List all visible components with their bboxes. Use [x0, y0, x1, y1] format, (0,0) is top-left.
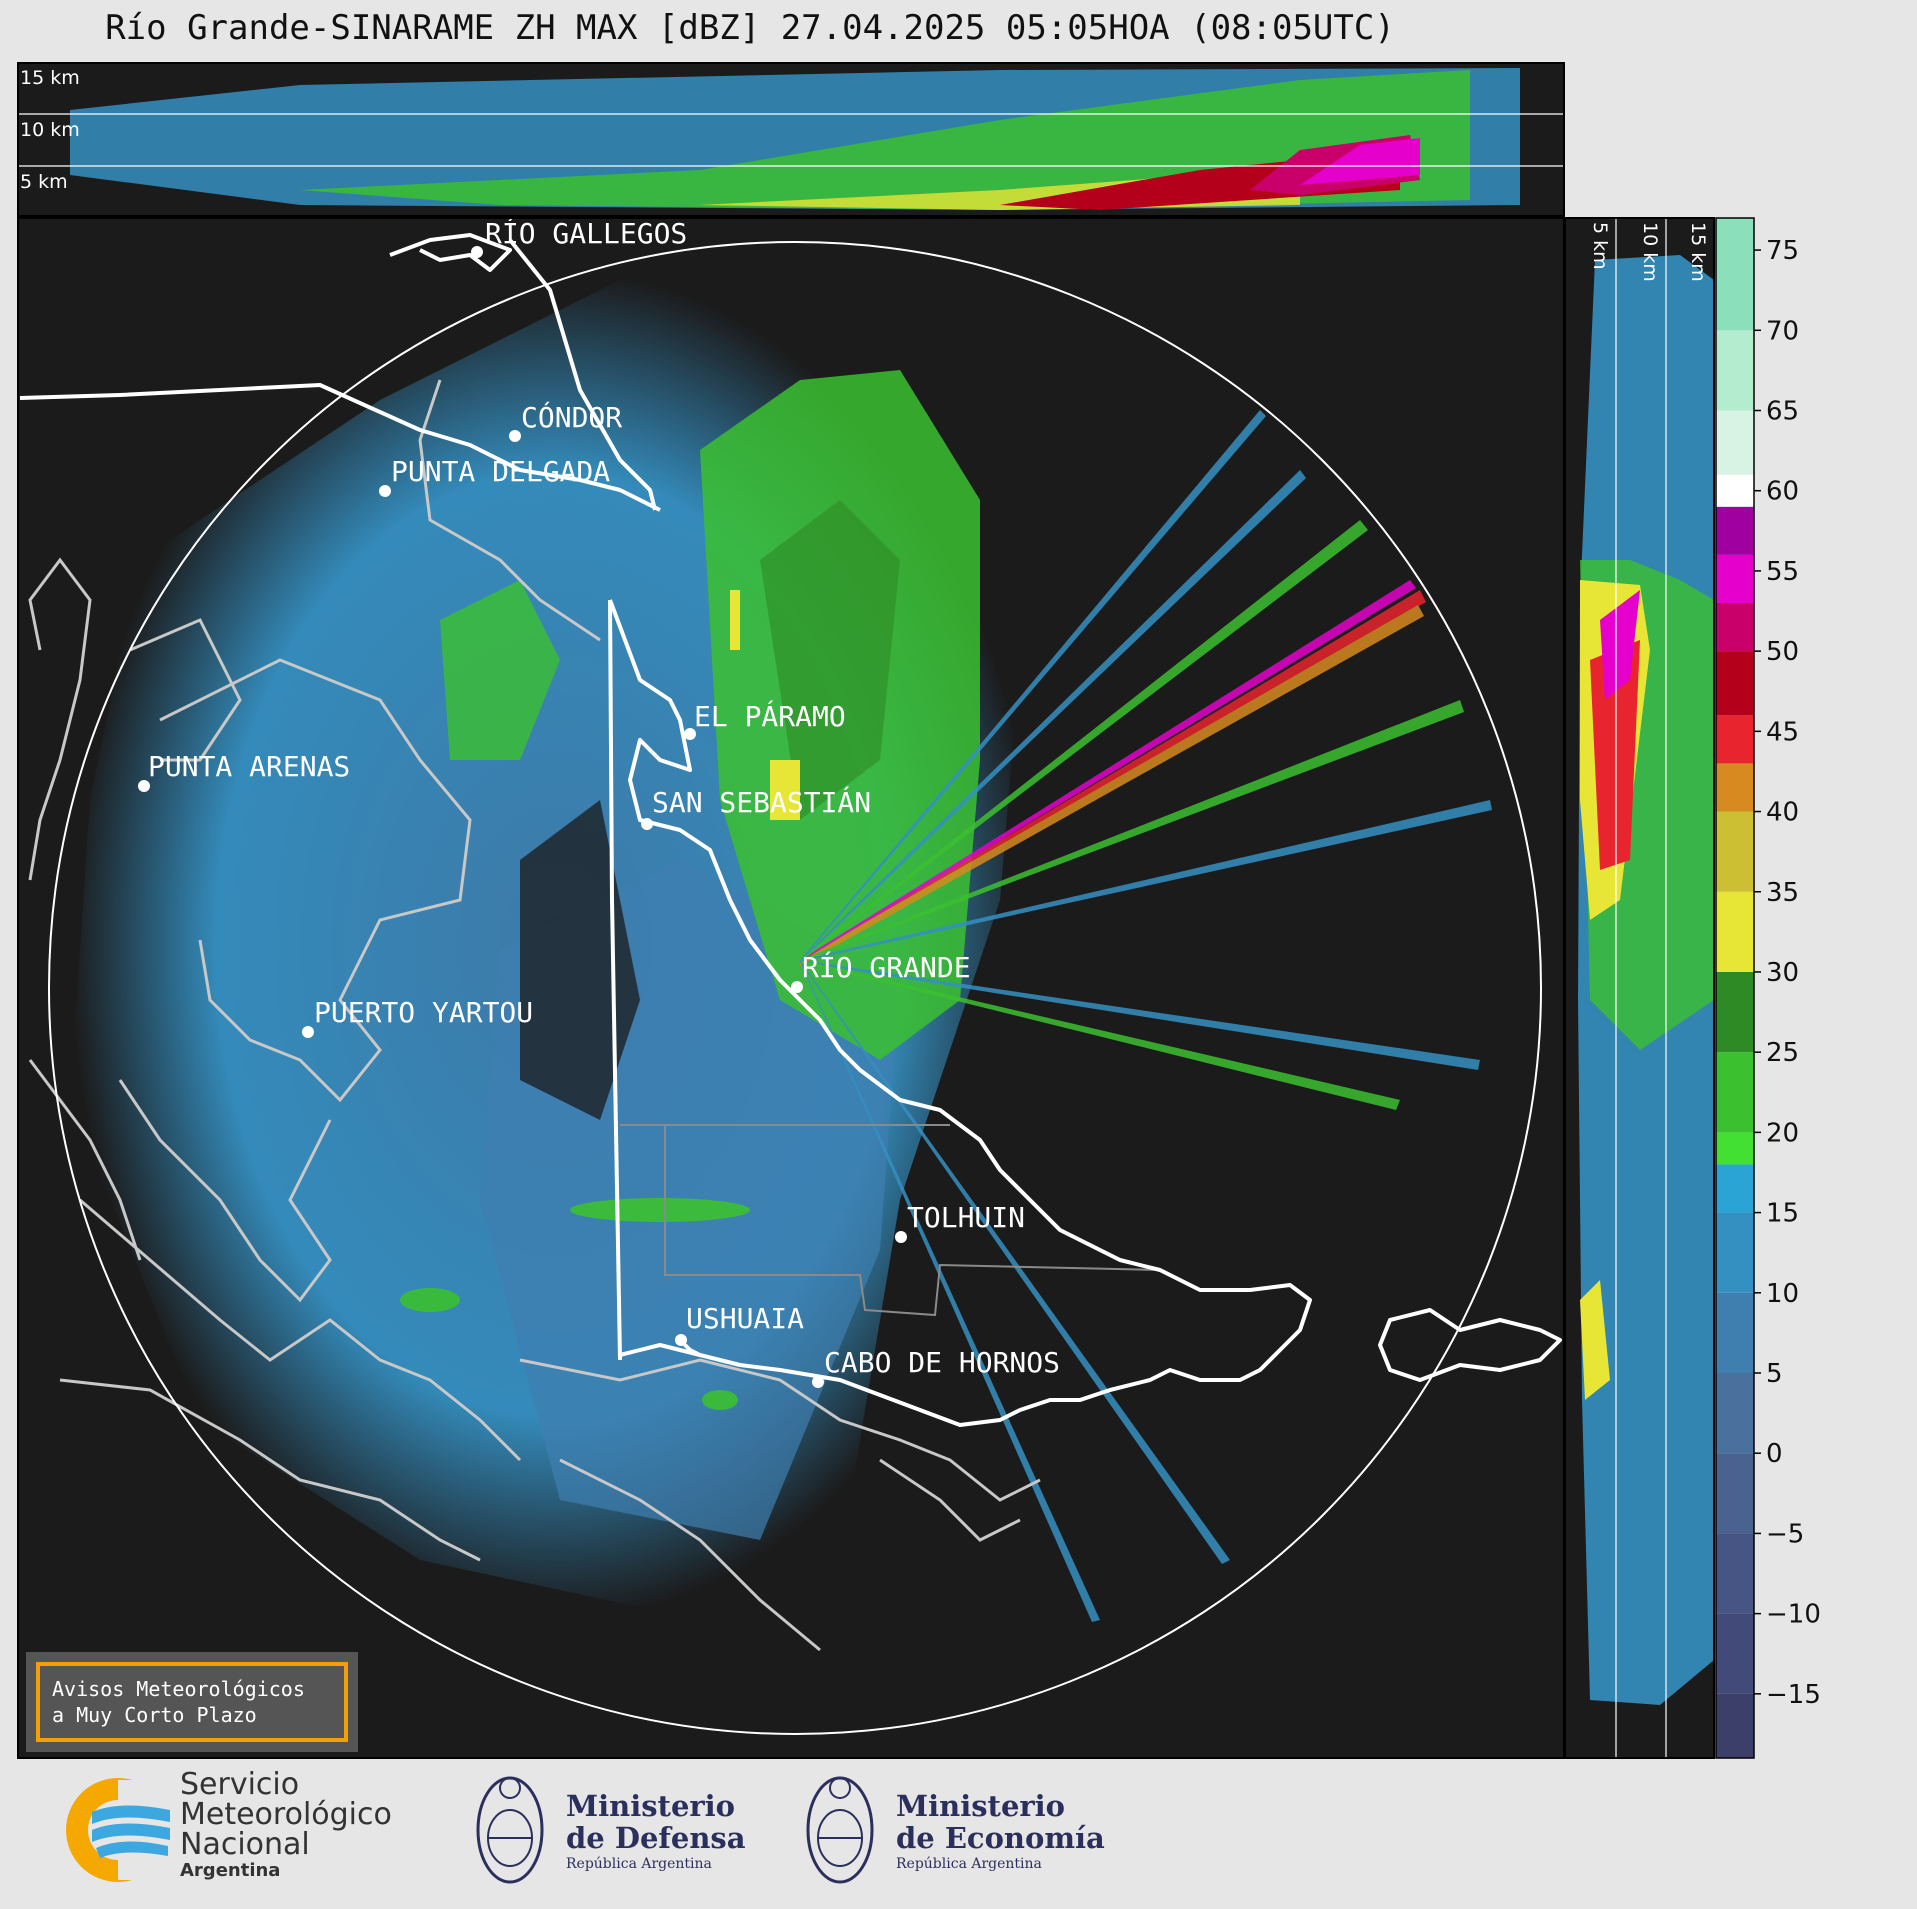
colorbar-band — [1716, 330, 1754, 411]
colorbar — [1715, 217, 1755, 1759]
colorbar-tick-label: 20 — [1766, 1118, 1799, 1148]
city-rio-gallegos: RÍO GALLEGOS — [471, 216, 687, 258]
colorbar-band — [1716, 603, 1754, 652]
colorbar-band — [1716, 1132, 1754, 1165]
colorbar-band — [1716, 1164, 1754, 1213]
warning-line-1: Avisos Meteorológicos — [52, 1677, 305, 1701]
city-rio-grande: RÍO GRANDE — [791, 950, 971, 993]
warning-box: Avisos Meteorológicos a Muy Corto Plazo — [26, 1652, 358, 1752]
warning-line-2: a Muy Corto Plazo — [52, 1703, 257, 1727]
colorbar-band — [1716, 410, 1754, 475]
side-cross-section: 5 km 10 km 15 km — [1564, 217, 1715, 1759]
top-label-15km: 15 km — [20, 67, 80, 89]
colorbar-tick-label: 55 — [1766, 557, 1799, 587]
smn-line-1: Servicio — [180, 1767, 300, 1802]
colorbar-tick-label: −10 — [1766, 1600, 1821, 1630]
top-label-10km: 10 km — [20, 119, 80, 141]
colorbar-tick-label: 60 — [1766, 477, 1799, 507]
svg-text:PUNTA ARENAS: PUNTA ARENAS — [148, 750, 350, 783]
city-punta-arenas: PUNTA ARENAS — [138, 750, 350, 792]
defensa-line-3: República Argentina — [566, 1856, 712, 1872]
city-punta-delgada: PUNTA DELGADA — [379, 455, 610, 497]
colorbar-band — [1716, 763, 1754, 812]
colorbar-band — [1716, 1453, 1754, 1534]
page-title: Río Grande-SINARAME ZH MAX [dBZ] 27.04.2… — [105, 8, 1395, 48]
colorbar-tick-label: 50 — [1766, 637, 1799, 667]
colorbar-band — [1716, 1533, 1754, 1614]
side-label-5km: 5 km — [1589, 222, 1611, 270]
colorbar-tick-label: 35 — [1766, 878, 1799, 908]
smn-line-4: Argentina — [180, 1860, 281, 1881]
colorbar-tick-label: −5 — [1766, 1519, 1804, 1549]
svg-text:EL PÁRAMO: EL PÁRAMO — [694, 699, 846, 733]
city-ushuaia: USHUAIA — [675, 1302, 804, 1346]
smn-line-2: Meteorológico — [180, 1797, 392, 1832]
svg-text:RÍO GRANDE: RÍO GRANDE — [802, 950, 971, 984]
svg-text:PUERTO YARTOU: PUERTO YARTOU — [314, 996, 533, 1029]
colorbar-frame — [1715, 217, 1755, 1759]
colorbar-band — [1716, 891, 1754, 972]
smn-line-3: Nacional — [180, 1827, 310, 1862]
svg-text:SAN SEBASTIÁN: SAN SEBASTIÁN — [652, 785, 871, 819]
footer-logos — [66, 1776, 874, 1884]
svg-text:CABO DE HORNOS: CABO DE HORNOS — [824, 1346, 1060, 1379]
colorbar-band — [1716, 1052, 1754, 1133]
colorbar-tick-label: 0 — [1766, 1439, 1783, 1469]
economia-emblem-icon — [806, 1776, 874, 1884]
city-cabo-de-hornos: CABO DE HORNOS — [812, 1346, 1060, 1388]
economia-line-3: República Argentina — [896, 1856, 1042, 1872]
radar-figure: 15 km 10 km 5 km — [17, 62, 1821, 1759]
city-el-paramo: EL PÁRAMO — [684, 699, 846, 740]
city-condor: CÓNDOR — [509, 400, 622, 442]
svg-text:CÓNDOR: CÓNDOR — [521, 400, 622, 434]
svg-text:TOLHUIN: TOLHUIN — [907, 1201, 1025, 1234]
colorbar-band — [1716, 506, 1754, 555]
city-san-sebastian: SAN SEBASTIÁN — [641, 785, 871, 830]
side-label-15km: 15 km — [1687, 222, 1709, 282]
colorbar-band — [1716, 971, 1754, 1053]
colorbar-tick-label: −15 — [1766, 1680, 1821, 1710]
colorbar-band — [1716, 474, 1754, 507]
defensa-line-2: de Defensa — [566, 1821, 746, 1855]
svg-text:PUNTA DELGADA: PUNTA DELGADA — [391, 455, 610, 488]
colorbar-tick-label: 70 — [1766, 316, 1799, 346]
colorbar-tick-label: 65 — [1766, 397, 1799, 427]
smn-wordmark: Servicio Meteorológico Nacional Argentin… — [180, 1770, 392, 1882]
colorbar-band — [1716, 218, 1754, 331]
top-cross-section: 15 km 10 km 5 km — [17, 62, 1565, 217]
economia-wordmark: Ministerio de Economía República Argenti… — [896, 1790, 1105, 1874]
colorbar-band — [1716, 651, 1754, 716]
economia-line-1: Ministerio — [896, 1789, 1066, 1823]
city-puerto-yartou: PUERTO YARTOU — [302, 996, 533, 1038]
colorbar-tick-label: 25 — [1766, 1038, 1799, 1068]
colorbar-tick-label: 10 — [1766, 1279, 1799, 1309]
smn-logo-icon — [66, 1778, 178, 1882]
radar-map: RÍO GALLEGOS CÓNDOR PUNTA DELGADA EL PÁR… — [17, 216, 1565, 1759]
city-tolhuin: TOLHUIN — [895, 1201, 1025, 1243]
colorbar-band — [1716, 1292, 1754, 1373]
svg-text:USHUAIA: USHUAIA — [686, 1302, 804, 1335]
svg-text:RÍO GALLEGOS: RÍO GALLEGOS — [485, 216, 687, 250]
colorbar-band — [1716, 1613, 1754, 1694]
colorbar-band — [1716, 715, 1754, 764]
colorbar-band — [1716, 811, 1754, 892]
economia-line-2: de Economía — [896, 1821, 1105, 1855]
colorbar-tick-label: 15 — [1766, 1199, 1799, 1229]
defensa-emblem-icon — [476, 1776, 544, 1884]
colorbar-band — [1716, 554, 1754, 603]
colorbar-tick-label: 30 — [1766, 958, 1799, 988]
colorbar-tick-label: 75 — [1766, 236, 1799, 266]
colorbar-band — [1716, 1212, 1754, 1293]
colorbar-tick-label: 5 — [1766, 1359, 1783, 1389]
colorbar-tick-label: 45 — [1766, 717, 1799, 747]
colorbar-band — [1716, 1373, 1754, 1454]
colorbar-tick-label: 40 — [1766, 798, 1799, 828]
top-label-5km: 5 km — [20, 171, 68, 193]
range-ring — [48, 241, 1542, 1735]
defensa-line-1: Ministerio — [566, 1789, 736, 1823]
side-label-10km: 10 km — [1639, 222, 1661, 282]
colorbar-band — [1716, 1693, 1754, 1758]
defensa-wordmark: Ministerio de Defensa República Argentin… — [566, 1790, 746, 1874]
